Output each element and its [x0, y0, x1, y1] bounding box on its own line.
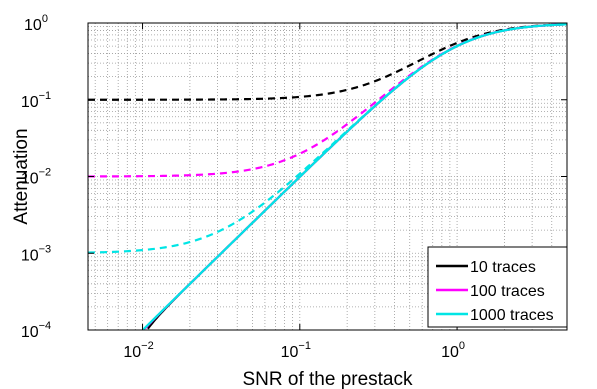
series-lines	[87, 23, 568, 331]
y-tick-label: 10−1	[21, 90, 51, 111]
y-tick-label: 10−3	[21, 243, 51, 264]
x-tick-label: 100	[441, 340, 465, 361]
series-dashed-line	[88, 23, 568, 178]
series-dashed-line	[88, 23, 568, 101]
series-solid-line	[142, 23, 568, 331]
y-tick-label: 100	[24, 13, 48, 34]
x-tick-label: 10−1	[281, 340, 311, 361]
x-tick-label: 10−2	[123, 340, 153, 361]
legend-label: 10 traces	[470, 259, 536, 276]
legend: 10 traces 100 traces 1000 traces	[427, 246, 568, 328]
y-axis-label: Attenuation	[11, 128, 32, 224]
legend-label: 100 traces	[470, 283, 545, 300]
legend-label: 1000 traces	[470, 307, 554, 324]
x-axis-label: SNR of the prestack	[242, 369, 413, 389]
y-tick-label: 10−4	[21, 320, 51, 341]
